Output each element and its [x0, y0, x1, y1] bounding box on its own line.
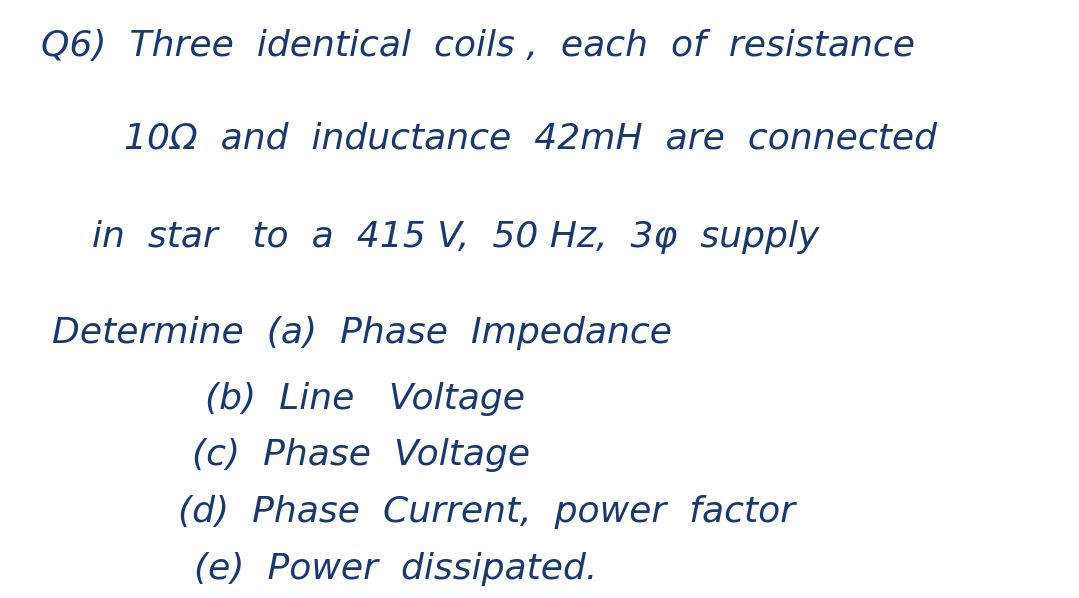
Text: 10Ω  and  inductance  42mH  are  connected: 10Ω and inductance 42mH are connected	[124, 121, 937, 155]
Text: (c)  Phase  Voltage: (c) Phase Voltage	[192, 438, 530, 472]
Text: Determine  (a)  Phase  Impedance: Determine (a) Phase Impedance	[52, 316, 672, 350]
Text: (b)  Line   Voltage: (b) Line Voltage	[205, 382, 525, 416]
Text: (d)  Phase  Current,  power  factor: (d) Phase Current, power factor	[178, 495, 795, 529]
Text: (e)  Power  dissipated.: (e) Power dissipated.	[194, 552, 598, 586]
Text: Q6)  Three  identical  coils ,  each  of  resistance: Q6) Three identical coils , each of resi…	[41, 29, 915, 63]
Text: in  star   to  a  415 V,  50 Hz,  3φ  supply: in star to a 415 V, 50 Hz, 3φ supply	[92, 220, 819, 254]
